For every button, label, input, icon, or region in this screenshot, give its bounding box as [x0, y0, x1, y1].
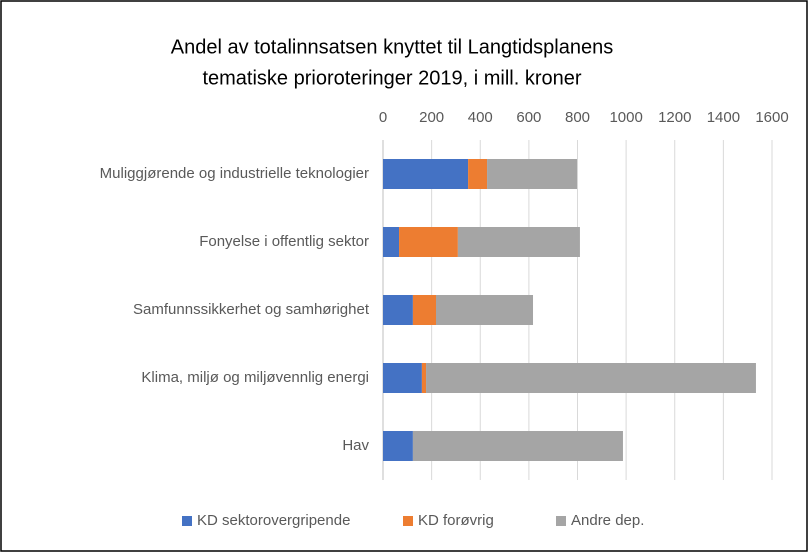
legend-label: KD sektorovergripende	[197, 512, 350, 529]
x-tick-label: 400	[468, 109, 493, 126]
bar-segment	[426, 363, 756, 393]
bar-segment	[383, 227, 400, 257]
x-tick-label: 1000	[609, 109, 642, 126]
legend-label: Andre dep.	[571, 512, 644, 529]
legend-swatch	[182, 516, 192, 526]
legend-label: KD forøvrig	[418, 512, 494, 529]
bar-segment	[412, 431, 623, 461]
bar-segment	[436, 295, 534, 325]
y-tick-label: Klima, miljø og miljøvennlig energi	[141, 369, 369, 386]
legend-swatch	[403, 516, 413, 526]
y-tick-label: Muliggjørende og industrielle teknologie…	[100, 165, 369, 182]
x-tick-label: 1400	[707, 109, 740, 126]
bar-segment	[487, 159, 578, 189]
x-tick-label: 0	[379, 109, 387, 126]
bar-segment	[399, 227, 458, 257]
x-tick-label: 1600	[755, 109, 788, 126]
chart-title: tematiske prioroteringer 2019, i mill. k…	[202, 67, 581, 89]
bar-segment	[383, 159, 469, 189]
y-tick-label: Fonyelse i offentlig sektor	[199, 233, 369, 250]
chart-title: Andel av totalinnsatsen knyttet til Lang…	[171, 36, 614, 58]
x-tick-label: 1200	[658, 109, 691, 126]
bar-segment	[421, 363, 427, 393]
bar-segment	[383, 295, 413, 325]
bar-segment	[457, 227, 580, 257]
x-tick-label: 800	[565, 109, 590, 126]
y-tick-label: Hav	[342, 437, 369, 454]
y-tick-label: Samfunnssikkerhet og samhørighet	[133, 301, 370, 318]
x-tick-label: 200	[419, 109, 444, 126]
bar-segment	[383, 363, 422, 393]
bar-segment	[383, 431, 413, 461]
x-tick-label: 600	[516, 109, 541, 126]
legend-swatch	[556, 516, 566, 526]
bar-segment	[468, 159, 488, 189]
bar-segment	[412, 295, 437, 325]
